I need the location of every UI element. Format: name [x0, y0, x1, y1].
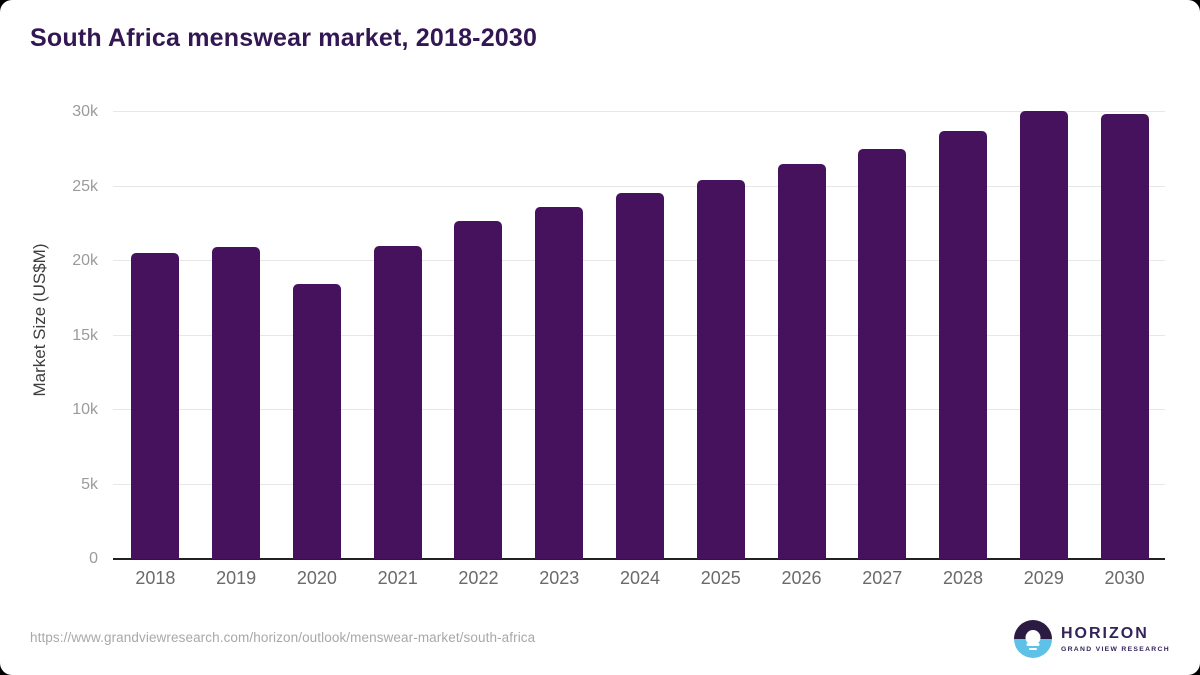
- bar-column-2026: [761, 164, 842, 559]
- bar-2028[interactable]: [939, 130, 988, 559]
- source-url: https://www.grandviewresearch.com/horizo…: [30, 630, 536, 645]
- logo-brand: HORIZON: [1061, 625, 1149, 643]
- x-axis-labels: 2018 2019 2020 2021 2022 2023 2024 2025 2026 2027…: [115, 568, 1165, 589]
- bar-column-2030: [1084, 113, 1165, 559]
- bar-column-2021: [357, 246, 438, 559]
- x-tick-label-2018: 2018: [135, 568, 176, 588]
- bar-2025[interactable]: [696, 179, 745, 559]
- bars: [115, 110, 1165, 559]
- y-tick-label-5k: 5k: [81, 475, 98, 493]
- x-tick-label-2022: 2022: [458, 568, 499, 588]
- x-tick-label-2025: 2025: [700, 568, 741, 588]
- wave-line: [1026, 643, 1040, 646]
- sun-dot: [1025, 630, 1041, 645]
- bar-2026[interactable]: [777, 164, 826, 559]
- bar-2019[interactable]: [212, 246, 261, 559]
- bar-2020[interactable]: [292, 284, 341, 559]
- bar-column-2024: [600, 193, 681, 559]
- gridline: [113, 185, 1165, 187]
- x-axis-line: [113, 558, 1165, 560]
- bar-2022[interactable]: [454, 220, 503, 559]
- wave-line: [1029, 648, 1037, 650]
- y-tick-label-20k: 20k: [72, 252, 98, 269]
- bar-column-2020: [277, 284, 358, 559]
- y-tick-label-15k: 15k: [72, 326, 98, 344]
- y-tick-label-30k: 30k: [72, 103, 98, 120]
- bar-2030[interactable]: [1100, 113, 1149, 559]
- bar-column-2029: [1003, 110, 1084, 559]
- horizon-logo: HORIZON GRAND VIEW RESEARCH: [1014, 620, 1170, 658]
- x-tick-label-2027: 2027: [862, 568, 903, 588]
- bar-column-2018: [115, 252, 196, 559]
- bar-2021[interactable]: [373, 246, 422, 559]
- bar-2027[interactable]: [858, 148, 907, 559]
- chart-title: South Africa menswear market, 2018-2030: [30, 24, 538, 52]
- x-tick-label-2021: 2021: [377, 568, 418, 588]
- bar-2024[interactable]: [615, 193, 664, 559]
- plot-area: 0 5k 10k 15k 20k 25k 30k: [72, 104, 1165, 567]
- bar-column-2022: [438, 220, 519, 559]
- x-tick-label-2028: 2028: [943, 568, 984, 588]
- logo-text: HORIZON GRAND VIEW RESEARCH: [1061, 625, 1170, 653]
- bar-2018[interactable]: [131, 252, 180, 559]
- y-tick-label-25k: 25k: [72, 177, 98, 195]
- x-tick-label-2020: 2020: [296, 568, 337, 588]
- x-tick-label-2030: 2030: [1104, 568, 1145, 588]
- x-tick-label-2023: 2023: [539, 568, 580, 588]
- bar-column-2028: [923, 130, 1004, 559]
- bar-column-2025: [680, 179, 761, 559]
- bar-column-2019: [196, 246, 277, 559]
- x-tick-label-2029: 2029: [1023, 568, 1064, 588]
- x-tick-label-2019: 2019: [216, 568, 257, 588]
- gridline: [113, 111, 1165, 112]
- sun-over-horizon-icon: [1014, 620, 1052, 658]
- bar-2023[interactable]: [535, 206, 584, 559]
- x-tick-label-2024: 2024: [619, 568, 660, 588]
- y-tick-label-0: 0: [89, 550, 98, 567]
- bar-2029[interactable]: [1019, 110, 1068, 559]
- bar-column-2023: [519, 206, 600, 559]
- bar-column-2027: [842, 148, 923, 559]
- y-tick-label-10k: 10k: [72, 401, 98, 418]
- x-tick-label-2026: 2026: [781, 568, 822, 588]
- logo-tagline: GRAND VIEW RESEARCH: [1061, 645, 1170, 653]
- y-axis-label: Market Size (US$M): [30, 243, 49, 397]
